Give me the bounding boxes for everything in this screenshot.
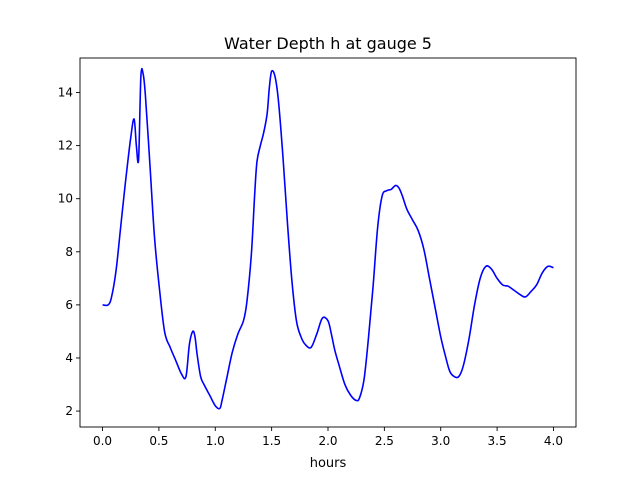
y-tick-label: 12 — [58, 139, 73, 153]
x-tick-label: 3.0 — [431, 434, 450, 448]
y-tick-label: 8 — [65, 245, 73, 259]
y-tick-label: 10 — [58, 192, 73, 206]
x-tick-label: 2.5 — [375, 434, 394, 448]
x-tick-label: 4.0 — [544, 434, 563, 448]
series-line-0 — [102, 67, 554, 410]
y-tick-label: 6 — [65, 298, 73, 312]
x-tick-label: 0.5 — [149, 434, 168, 448]
x-tick-label: 2.0 — [318, 434, 337, 448]
x-tick-label: 1.5 — [262, 434, 281, 448]
x-tick-label: 1.0 — [206, 434, 225, 448]
y-tick-label: 14 — [58, 86, 73, 100]
y-tick-label: 4 — [65, 351, 73, 365]
plot-area: 0.0 0.5 1.0 1.5 2.0 2.5 3.0 3.5 4.0 2 4 6 8 10 12 14 — [58, 57, 577, 448]
x-tick-label: 3.5 — [488, 434, 507, 448]
y-tick-label: 2 — [65, 404, 73, 418]
x-axis-label: hours — [310, 456, 347, 471]
x-tick-label: 0.0 — [93, 434, 112, 448]
chart-title: Water Depth h at gauge 5 — [224, 34, 432, 53]
